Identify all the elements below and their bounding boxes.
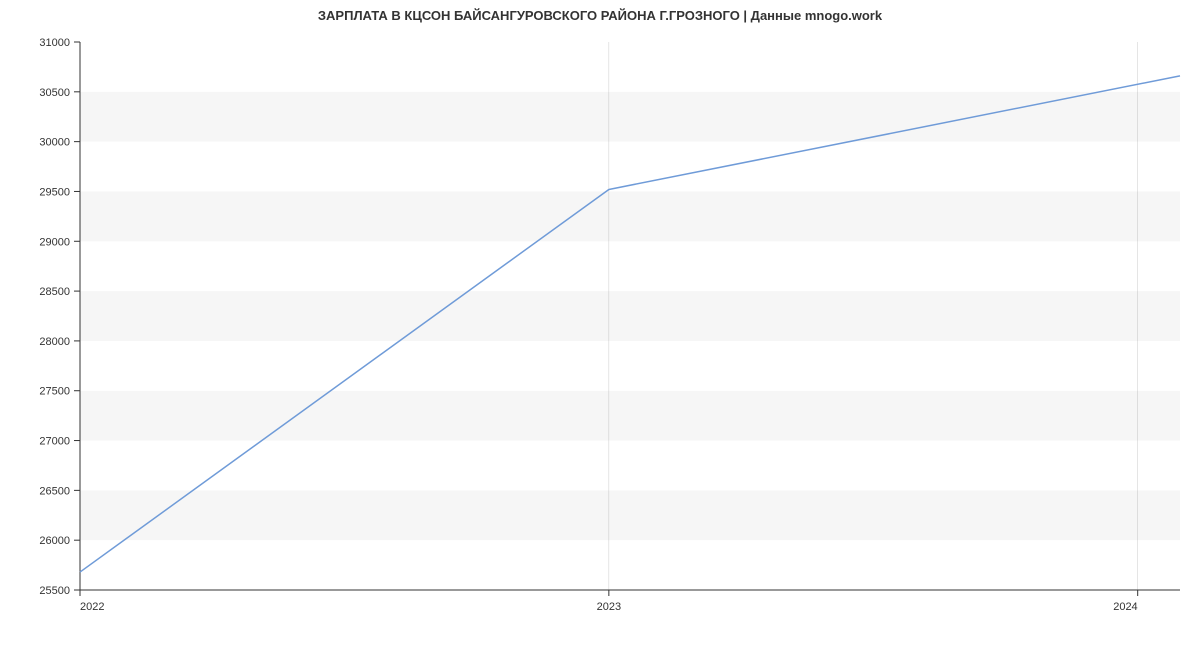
y-tick-label: 26000: [39, 535, 70, 547]
x-tick-label: 2022: [80, 601, 104, 613]
y-tick-label: 27500: [39, 386, 70, 398]
y-tick-label: 27000: [39, 436, 70, 448]
salary-chart: ЗАРПЛАТА В КЦСОН БАЙСАНГУРОВСКОГО РАЙОНА…: [0, 0, 1200, 650]
chart-svg: 25500 26000 26500 27000 27500 28000 28500 29000…: [0, 0, 1200, 650]
y-tick-label: 25500: [39, 585, 70, 597]
y-tick-label: 29000: [39, 236, 70, 248]
x-tick-label: 2023: [597, 601, 621, 613]
y-tick-label: 31000: [39, 37, 70, 49]
x-tick-label: 2024: [1113, 601, 1137, 613]
y-tick-label: 29500: [39, 186, 70, 198]
chart-title: ЗАРПЛАТА В КЦСОН БАЙСАНГУРОВСКОГО РАЙОНА…: [0, 8, 1200, 23]
y-tick-label: 30500: [39, 87, 70, 99]
y-tick-label: 30000: [39, 137, 70, 149]
y-tick-label: 26500: [39, 485, 70, 497]
y-tick-label: 28500: [39, 286, 70, 298]
y-tick-label: 28000: [39, 336, 70, 348]
